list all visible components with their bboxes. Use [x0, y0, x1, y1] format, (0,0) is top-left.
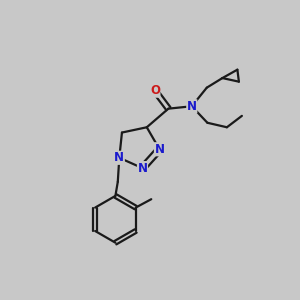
- Text: N: N: [154, 143, 164, 156]
- Text: O: O: [150, 84, 160, 97]
- Text: N: N: [187, 100, 197, 113]
- Text: N: N: [114, 151, 124, 164]
- Text: N: N: [137, 162, 148, 175]
